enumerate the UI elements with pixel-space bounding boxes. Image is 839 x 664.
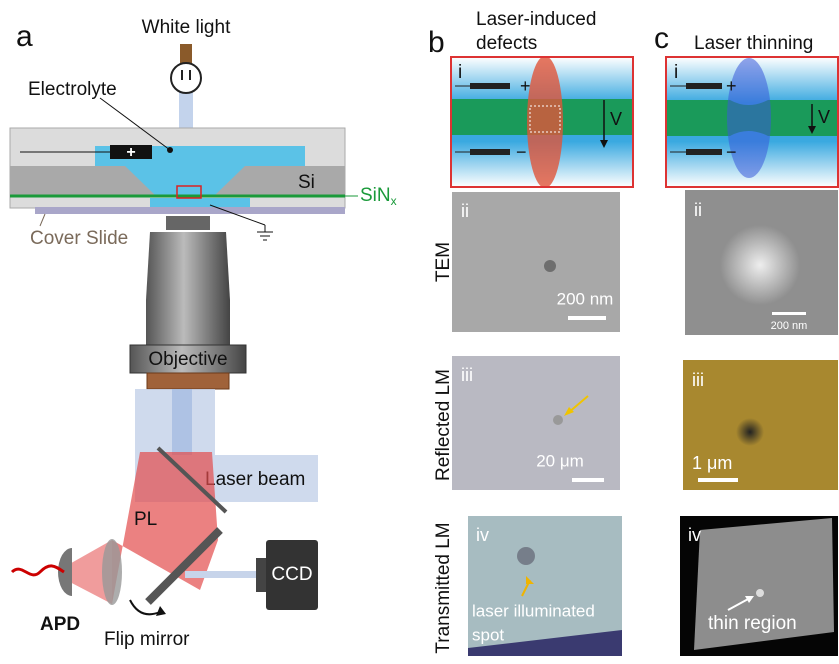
panel-label: c bbox=[654, 22, 669, 55]
sub-label: iii bbox=[692, 370, 704, 390]
minus-sign: − bbox=[726, 142, 737, 162]
row-label: TEM bbox=[433, 242, 454, 282]
scale-bar bbox=[698, 478, 738, 482]
panel-title: defects bbox=[476, 33, 537, 54]
laser-beam-label: Laser beam bbox=[205, 469, 305, 490]
electrode bbox=[686, 83, 722, 89]
lens bbox=[102, 539, 122, 605]
panel-title: Laser-induced bbox=[476, 9, 596, 30]
electrode-sign: + bbox=[126, 144, 135, 161]
sub-label: ii bbox=[461, 201, 469, 221]
sub-label: i bbox=[674, 62, 678, 83]
electrode bbox=[470, 83, 510, 89]
defect bbox=[544, 260, 556, 272]
thin-spot bbox=[756, 589, 764, 597]
pointer-dot bbox=[167, 147, 173, 153]
pointer bbox=[40, 214, 45, 226]
scale-bar bbox=[772, 312, 806, 315]
plus-sign: + bbox=[520, 76, 531, 96]
defect bbox=[517, 547, 535, 565]
annotation: laser illuminated bbox=[472, 601, 595, 620]
figure: a White light + Electrolyte Si SiNx Cove… bbox=[0, 0, 839, 664]
electrode bbox=[470, 149, 510, 155]
panel-title: Laser thinning bbox=[694, 33, 813, 54]
sin-label: SiNx bbox=[360, 185, 397, 208]
objective-label: Objective bbox=[148, 349, 227, 370]
thin-spot bbox=[720, 225, 800, 305]
flip-arrow-head bbox=[156, 606, 166, 616]
cover-slide-label: Cover Slide bbox=[30, 228, 128, 249]
voltage-label: V bbox=[818, 107, 830, 127]
apd-detector bbox=[58, 548, 72, 596]
ccd-label: CCD bbox=[271, 564, 312, 585]
sin-text: SiN bbox=[360, 185, 391, 206]
fiber bbox=[12, 566, 64, 575]
scale-bar bbox=[572, 478, 604, 482]
cover-slide bbox=[35, 207, 345, 214]
scale-label: 20 μm bbox=[536, 451, 584, 470]
sub-label: iv bbox=[476, 525, 489, 545]
plus-sign: + bbox=[726, 76, 737, 96]
scale-bar bbox=[568, 316, 606, 320]
defect bbox=[553, 415, 563, 425]
laser-spot bbox=[527, 56, 563, 188]
tem-image bbox=[452, 192, 620, 332]
electrolyte-label: Electrolyte bbox=[28, 79, 117, 100]
panel-label: b bbox=[428, 26, 445, 59]
pl-label: PL bbox=[134, 509, 157, 530]
thin-spot bbox=[736, 418, 764, 446]
scale-label: 1 μm bbox=[692, 453, 732, 473]
page: { "panel_a": { "label": "a", "white_ligh… bbox=[0, 0, 839, 664]
voltage-label: V bbox=[610, 109, 622, 129]
annotation: thin region bbox=[708, 613, 797, 634]
light-beam bbox=[179, 90, 193, 130]
electrolyte-bottom bbox=[150, 198, 250, 207]
objective-ring bbox=[147, 373, 229, 389]
scale-label: 200 nm bbox=[771, 320, 808, 332]
electrode bbox=[686, 149, 722, 155]
row-label: Reflected LM bbox=[433, 369, 454, 481]
sub-label: ii bbox=[694, 200, 702, 220]
panel-label: a bbox=[16, 20, 33, 53]
scale-label: 200 nm bbox=[557, 289, 614, 308]
sub-label: iv bbox=[688, 525, 701, 545]
apd-label: APD bbox=[40, 614, 80, 635]
lamp-label: White light bbox=[142, 17, 231, 38]
ccd-beam bbox=[185, 571, 265, 578]
flip-arrow bbox=[130, 600, 160, 614]
si-label: Si bbox=[298, 172, 315, 193]
flip-mirror-label: Flip mirror bbox=[104, 629, 190, 650]
sub-label: i bbox=[458, 62, 462, 83]
objective-tip bbox=[166, 216, 210, 230]
lamp-bulb bbox=[171, 63, 201, 93]
minus-sign: − bbox=[516, 142, 527, 162]
objective-body bbox=[146, 232, 230, 345]
row-label: Transmitted LM bbox=[433, 522, 454, 653]
annotation: spot bbox=[472, 625, 504, 644]
sub-label: iii bbox=[461, 365, 473, 385]
sin-subscript: x bbox=[391, 194, 397, 208]
white-beam bbox=[172, 389, 192, 455]
